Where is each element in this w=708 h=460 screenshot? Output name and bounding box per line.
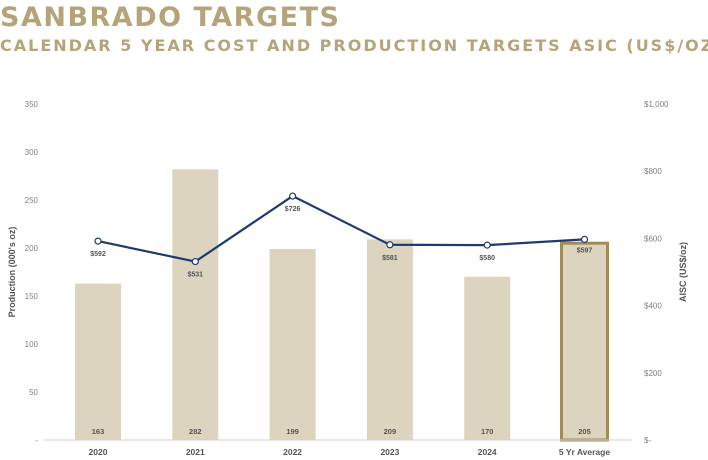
y2-tick-label: $- bbox=[644, 436, 651, 445]
line-point-marker bbox=[289, 192, 297, 200]
bar-value-labels: 163 282 199 209 170 205 bbox=[92, 427, 591, 436]
y-tick-label: 350 bbox=[25, 100, 39, 109]
y2-tick-label: $600 bbox=[644, 234, 662, 243]
bar-value-label: 205 bbox=[578, 427, 591, 436]
y-tick-label: 50 bbox=[29, 388, 38, 397]
bar-value-label: 209 bbox=[384, 427, 397, 436]
y2-tick-label: $400 bbox=[644, 302, 662, 311]
x-tick-label: 5 Yr Average bbox=[559, 447, 610, 457]
y2-tick-label: $800 bbox=[644, 167, 662, 176]
right-axis-ticks: $- $200 $400 $600 $800 $1,000 bbox=[644, 100, 669, 445]
line-point-marker bbox=[191, 257, 199, 266]
bar-value-label: 170 bbox=[481, 427, 494, 436]
line-point-marker bbox=[94, 237, 102, 245]
line-point-marker bbox=[386, 241, 394, 249]
line-value-label: $580 bbox=[479, 255, 495, 262]
y-tick-label: 100 bbox=[25, 340, 39, 349]
bar-value-label: 199 bbox=[286, 427, 299, 436]
bar-series bbox=[75, 169, 609, 442]
line-value-label: $592 bbox=[90, 251, 106, 258]
aisc-line bbox=[97, 194, 585, 263]
y2-axis-label: AISC (US$/oz) bbox=[678, 242, 688, 302]
y-tick-label: 300 bbox=[25, 148, 39, 157]
x-axis-labels: 2020 2021 2022 2023 2024 5 Yr Average bbox=[89, 447, 611, 457]
bar bbox=[75, 283, 121, 440]
y-tick-label: 200 bbox=[25, 244, 39, 253]
y-tick-label: - bbox=[35, 436, 38, 445]
chart-title: SANBRADO TARGETS bbox=[0, 2, 341, 33]
x-tick-label: 2021 bbox=[186, 447, 205, 457]
chart-subtitle: CALENDAR 5 YEAR COST AND PRODUCTION TARG… bbox=[0, 36, 708, 55]
x-tick-label: 2024 bbox=[478, 447, 497, 457]
line-value-label: $726 bbox=[285, 206, 301, 213]
aisc-line-series: $592 $531 $726 $581 $580 $597 bbox=[90, 192, 593, 279]
line-value-label: $531 bbox=[188, 272, 204, 279]
y-axis-label: Production (000's oz) bbox=[7, 227, 17, 318]
line-value-label: $581 bbox=[382, 255, 398, 262]
bar-value-label: 163 bbox=[92, 427, 105, 436]
y-tick-label: 150 bbox=[25, 292, 39, 301]
line-point-marker bbox=[580, 235, 589, 244]
x-tick-label: 2023 bbox=[380, 447, 399, 457]
bar bbox=[366, 239, 413, 440]
y2-tick-label: $200 bbox=[644, 369, 662, 378]
y-tick-label: 250 bbox=[25, 196, 39, 205]
y2-tick-label: $1,000 bbox=[644, 100, 669, 109]
bar-value-label: 282 bbox=[189, 427, 202, 436]
bar bbox=[269, 248, 316, 440]
x-tick-label: 2020 bbox=[89, 447, 108, 457]
bar bbox=[464, 276, 511, 440]
line-value-label: $597 bbox=[577, 247, 593, 254]
line-point-marker bbox=[483, 241, 491, 249]
x-tick-label: 2022 bbox=[283, 447, 302, 457]
left-axis-ticks: - 50 100 150 200 250 300 350 bbox=[25, 100, 39, 445]
bar-highlighted bbox=[560, 241, 609, 442]
bar bbox=[172, 169, 219, 440]
